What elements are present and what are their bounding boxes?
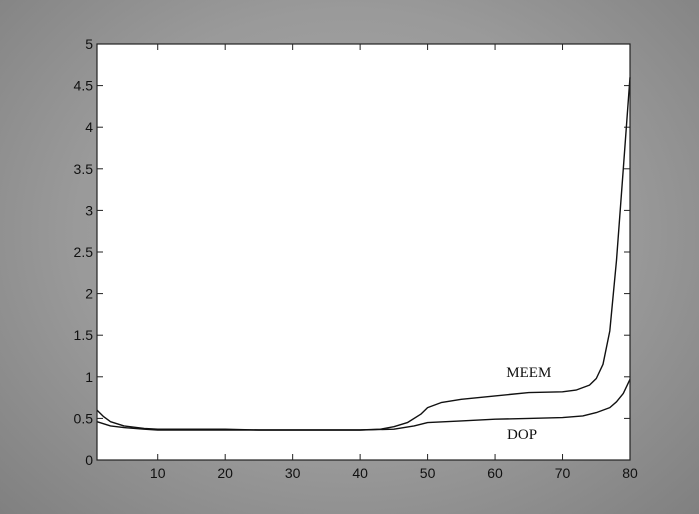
x-tick-label: 20 [217, 465, 233, 481]
x-tick-label: 70 [555, 465, 571, 481]
y-tick-label: 2 [85, 286, 93, 302]
annotation-dop: DOP [507, 427, 537, 443]
annotation-meem: MEEM [506, 365, 551, 381]
y-tick-label: 4 [85, 119, 93, 135]
x-tick-label: 60 [487, 465, 503, 481]
y-tick-label: 4.5 [74, 78, 94, 94]
x-tick-label: 80 [622, 465, 638, 481]
series-line-meem [96, 77, 631, 431]
x-tick-label: 50 [420, 465, 436, 481]
y-tick-label: 2.5 [74, 244, 94, 260]
ticks-layer: 10 20 30 40 50 60 70 80 0 0.5 1 1.5 2 2.5 3 3.5 4 4.5 5 [74, 36, 638, 481]
x-tick-label: 30 [285, 465, 301, 481]
y-tick-label: 0 [85, 452, 93, 468]
y-tick-label: 3 [85, 202, 93, 218]
y-tick-label: 3.5 [74, 161, 94, 177]
x-tick-label: 10 [150, 465, 166, 481]
y-tick-label: 1 [85, 369, 93, 385]
y-tick-label: 5 [85, 36, 93, 52]
y-tick-label: 0.5 [74, 410, 94, 426]
plot-frame [96, 43, 631, 461]
x-tick-label: 40 [352, 465, 368, 481]
series-line-dop [96, 378, 631, 431]
series-layer [96, 77, 631, 431]
plot-area [97, 44, 630, 460]
annotation-layer: MEEM DOP [506, 365, 551, 443]
y-tick-label: 1.5 [74, 327, 94, 343]
